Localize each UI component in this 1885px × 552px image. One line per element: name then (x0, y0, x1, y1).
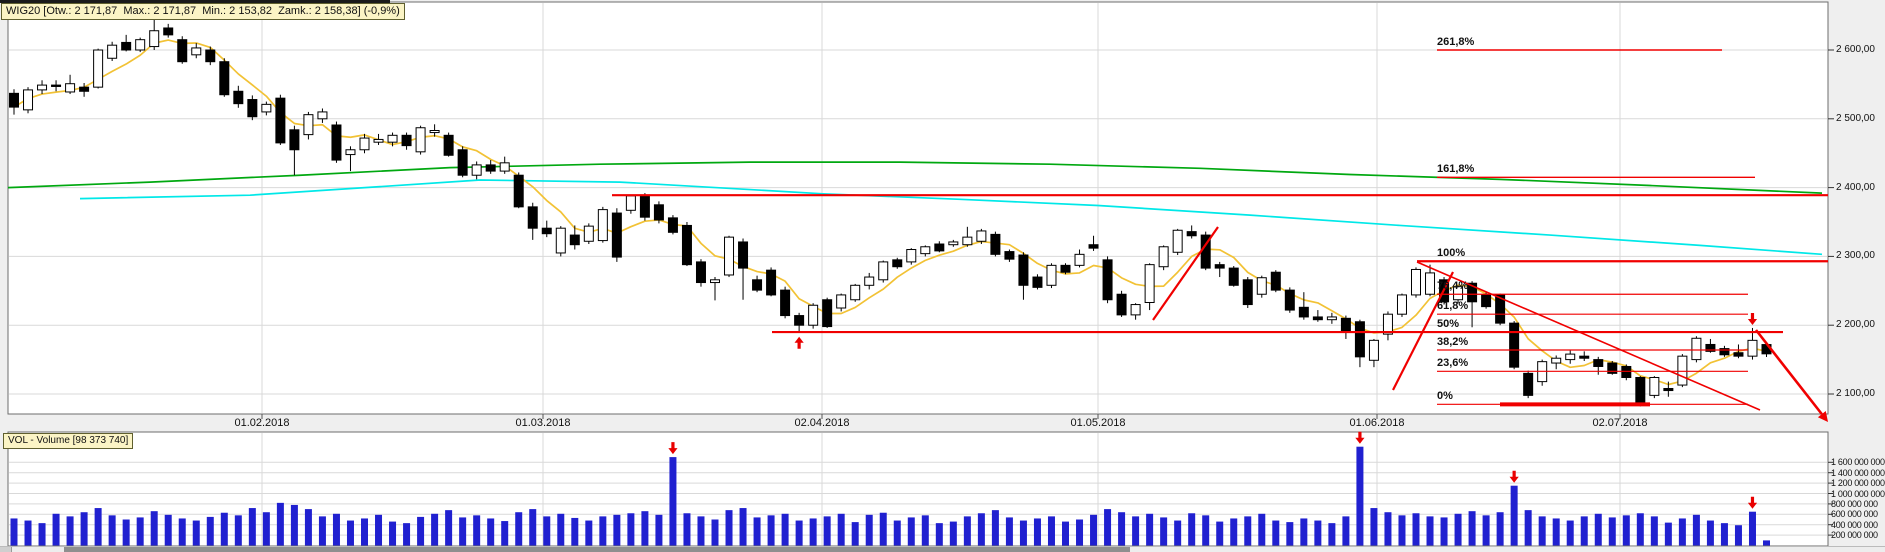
instrument-info-box: WIG20 [Otw.: 2 171,87 Max.: 2 171,87 Min… (1, 3, 405, 20)
horizontal-scrollbar[interactable] (0, 546, 1885, 552)
price-chart-canvas[interactable] (8, 2, 1828, 414)
scrollbar-thumb[interactable] (64, 547, 1130, 552)
volume-chart-canvas[interactable] (8, 432, 1828, 546)
scrollbar-left-button[interactable] (0, 547, 12, 552)
volume-info-box: VOL - Volume [98 373 740] (3, 433, 134, 449)
